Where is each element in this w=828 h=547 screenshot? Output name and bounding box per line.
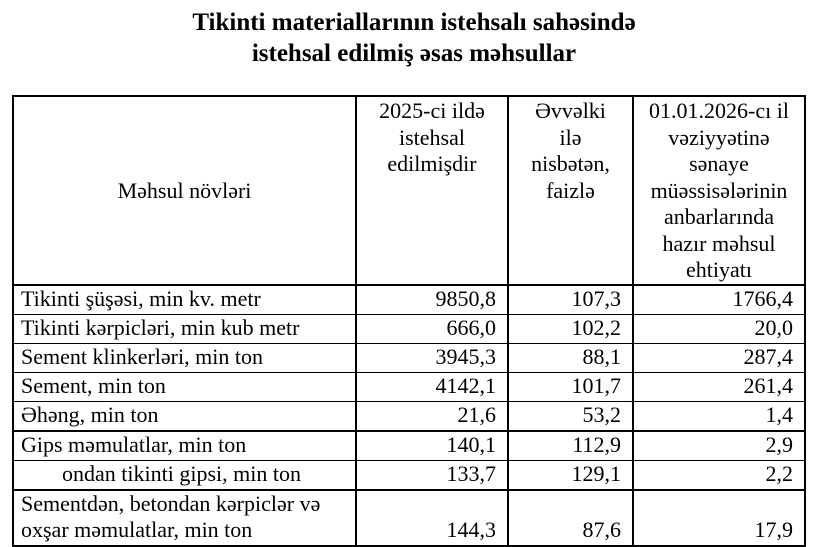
column-header-percent-vs-previous-year: Əvvəlki ilə nisbətən, faizlə: [507, 95, 634, 286]
column-header-product-types: Məhsul növləri: [12, 95, 357, 286]
table-body: Tikinti şüşəsi, min kv. metr 9850,8 107,3 1…: [12, 284, 806, 546]
title-line-1: Tikinti materiallarının istehsalı sahəsi…: [192, 9, 636, 36]
value-cell: 87,6: [507, 488, 634, 546]
value-cell: 17,9: [632, 488, 806, 546]
value-cell: 140,1: [355, 429, 509, 461]
value-cell: 107,3: [507, 284, 634, 315]
value-cell: 287,4: [632, 342, 806, 373]
document-page: Tikinti materiallarının istehsalı sahəsi…: [0, 7, 828, 547]
value-cell: 3945,3: [355, 342, 509, 373]
table-row: Sementdən, betondan kərpiclər və oxşar m…: [12, 488, 806, 546]
value-cell: 129,1: [507, 459, 634, 490]
column-header-warehouse-stock-01-01-2026: 01.01.2026-cı il vəziyyətinə sənaye müəs…: [632, 95, 806, 286]
value-cell: 1766,4: [632, 284, 806, 315]
page-title: Tikinti materiallarının istehsalı sahəsi…: [0, 7, 828, 69]
column-header-produced-in-2025: 2025-ci ildə istehsal edilmişdir: [355, 95, 509, 286]
product-name-cell: Gips məmulatlar, min ton: [12, 429, 357, 461]
table-row: Tikinti kərpicləri, min kub metr 666,0 102…: [12, 313, 806, 344]
product-name-cell: Əhəng, min ton: [12, 400, 357, 431]
value-cell: 102,2: [507, 313, 634, 344]
value-cell: 2,2: [632, 459, 806, 490]
value-cell: 112,9: [507, 429, 634, 461]
product-name-cell: Tikinti şüşəsi, min kv. metr: [12, 284, 357, 315]
value-cell: 2,9: [632, 429, 806, 461]
value-cell: 144,3: [355, 488, 509, 546]
product-name-cell: ondan tikinti gipsi, min ton: [12, 459, 357, 490]
header-row: Məhsul növləri 2025-ci ildə istehsal edil…: [12, 95, 806, 286]
value-cell: 1,4: [632, 400, 806, 431]
products-table: Məhsul növləri 2025-ci ildə istehsal edil…: [12, 95, 806, 547]
table-row: Tikinti şüşəsi, min kv. metr 9850,8 107,3 1…: [12, 284, 806, 315]
table-row: Gips məmulatlar, min ton 140,1 112,9 2,9: [12, 429, 806, 461]
product-name-cell: Sement, min ton: [12, 371, 357, 402]
table-row: Sement klinkerləri, min ton 3945,3 88,1 287…: [12, 342, 806, 373]
value-cell: 666,0: [355, 313, 509, 344]
table-row: Əhəng, min ton 21,6 53,2 1,4: [12, 400, 806, 431]
product-name-cell: Sement klinkerləri, min ton: [12, 342, 357, 373]
value-cell: 9850,8: [355, 284, 509, 315]
value-cell: 261,4: [632, 371, 806, 402]
value-cell: 101,7: [507, 371, 634, 402]
value-cell: 4142,1: [355, 371, 509, 402]
product-name-cell: Sementdən, betondan kərpiclər və oxşar m…: [12, 488, 357, 546]
table-row: ondan tikinti gipsi, min ton 133,7 129,1 2,…: [12, 459, 806, 490]
value-cell: 21,6: [355, 400, 509, 431]
value-cell: 20,0: [632, 313, 806, 344]
product-name-cell: Tikinti kərpicləri, min kub metr: [12, 313, 357, 344]
value-cell: 88,1: [507, 342, 634, 373]
title-line-2: istehsal edilmiş əsas məhsullar: [251, 40, 577, 67]
table-row: Sement, min ton 4142,1 101,7 261,4: [12, 371, 806, 402]
value-cell: 53,2: [507, 400, 634, 431]
value-cell: 133,7: [355, 459, 509, 490]
